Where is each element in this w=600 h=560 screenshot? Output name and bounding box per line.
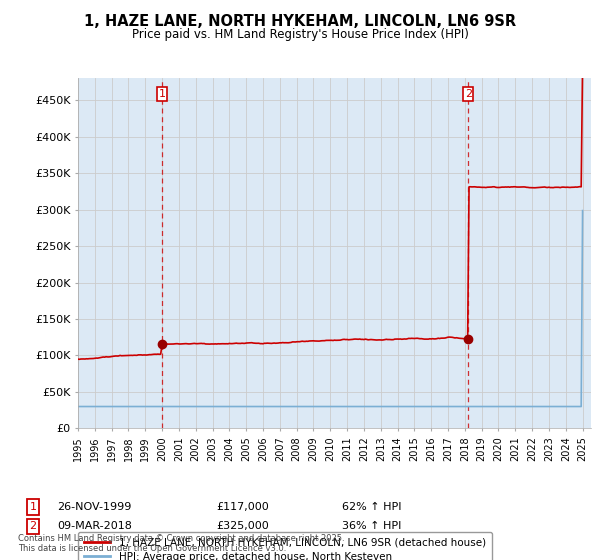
Legend: 1, HAZE LANE, NORTH HYKEHAM, LINCOLN, LN6 9SR (detached house), HPI: Average pri: 1, HAZE LANE, NORTH HYKEHAM, LINCOLN, LN… <box>78 531 492 560</box>
Text: £325,000: £325,000 <box>216 521 269 531</box>
Text: 62% ↑ HPI: 62% ↑ HPI <box>342 502 401 512</box>
Text: 36% ↑ HPI: 36% ↑ HPI <box>342 521 401 531</box>
Text: 1: 1 <box>29 502 37 512</box>
Text: 26-NOV-1999: 26-NOV-1999 <box>57 502 131 512</box>
Text: £117,000: £117,000 <box>216 502 269 512</box>
Text: Price paid vs. HM Land Registry's House Price Index (HPI): Price paid vs. HM Land Registry's House … <box>131 28 469 41</box>
Text: 1, HAZE LANE, NORTH HYKEHAM, LINCOLN, LN6 9SR: 1, HAZE LANE, NORTH HYKEHAM, LINCOLN, LN… <box>84 14 516 29</box>
Text: 2: 2 <box>29 521 37 531</box>
Text: 2: 2 <box>464 89 472 99</box>
Text: 1: 1 <box>158 89 166 99</box>
Text: Contains HM Land Registry data © Crown copyright and database right 2025.
This d: Contains HM Land Registry data © Crown c… <box>18 534 344 553</box>
Text: 09-MAR-2018: 09-MAR-2018 <box>57 521 132 531</box>
